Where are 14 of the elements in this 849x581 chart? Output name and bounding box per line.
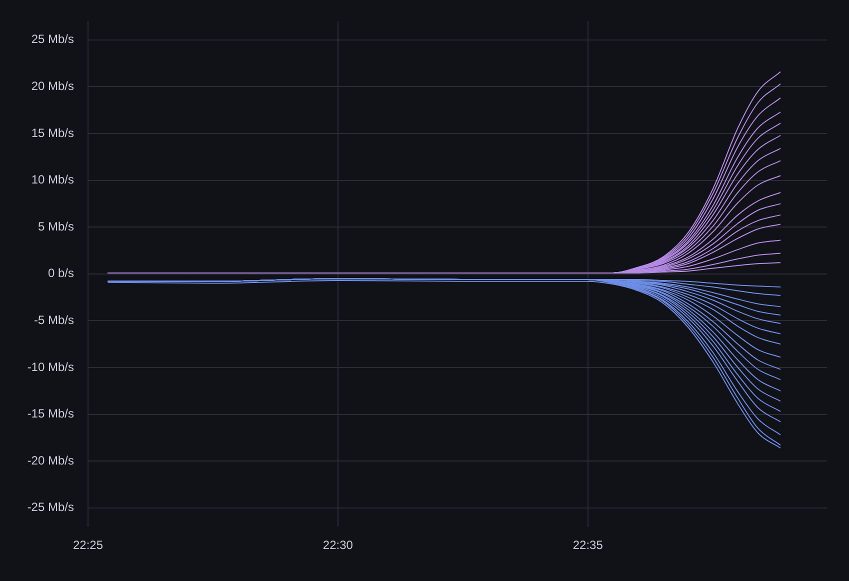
x-tick-label: 22:25 [72, 538, 104, 552]
y-tick-label: -20 Mb/s [27, 453, 74, 468]
y-tick-label: 0 b/s [48, 266, 74, 280]
y-tick-label: 25 Mb/s [31, 32, 74, 46]
y-tick-label: -5 Mb/s [34, 313, 74, 328]
y-tick-label: 15 Mb/s [31, 126, 74, 140]
y-tick-label: 20 Mb/s [31, 79, 74, 94]
x-tick-label: 22:30 [322, 538, 354, 552]
x-tick-label: 22:35 [572, 538, 604, 552]
y-tick-label: 5 Mb/s [38, 219, 74, 234]
y-tick-label: 10 Mb/s [31, 172, 74, 187]
y-tick-label: -10 Mb/s [27, 360, 74, 374]
y-tick-label: -25 Mb/s [27, 500, 74, 514]
y-tick-label: -15 Mb/s [27, 406, 74, 421]
